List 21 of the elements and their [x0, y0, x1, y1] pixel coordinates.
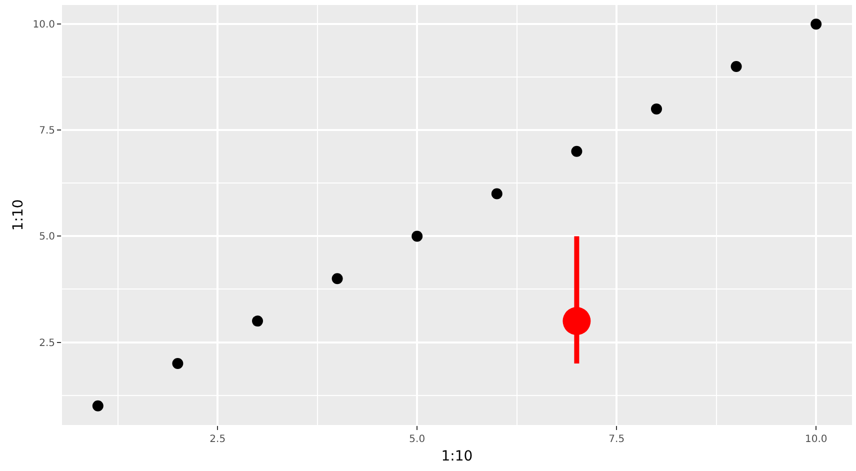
- y-tick-label: 7.5: [39, 126, 55, 137]
- point: [252, 316, 264, 327]
- point: [412, 230, 423, 242]
- y-tick-label: 5.0: [39, 232, 55, 243]
- x-tick-label: 10.0: [804, 434, 828, 445]
- point: [92, 400, 104, 412]
- x-tick-label: 7.5: [608, 434, 625, 445]
- point: [332, 273, 343, 284]
- point: [730, 61, 742, 72]
- point: [562, 307, 591, 336]
- y-tick-label: 10.0: [32, 20, 55, 31]
- point: [810, 18, 822, 30]
- x-tick-label: 5.0: [409, 434, 426, 445]
- y-tick-label: 2.5: [39, 338, 55, 349]
- x-tick-label: 2.5: [210, 434, 226, 445]
- y-axis-title: 1:10: [10, 199, 26, 231]
- x-axis-title: 1:10: [441, 448, 473, 464]
- point: [491, 188, 502, 200]
- point: [650, 103, 662, 114]
- point: [172, 358, 184, 369]
- point: [571, 146, 582, 157]
